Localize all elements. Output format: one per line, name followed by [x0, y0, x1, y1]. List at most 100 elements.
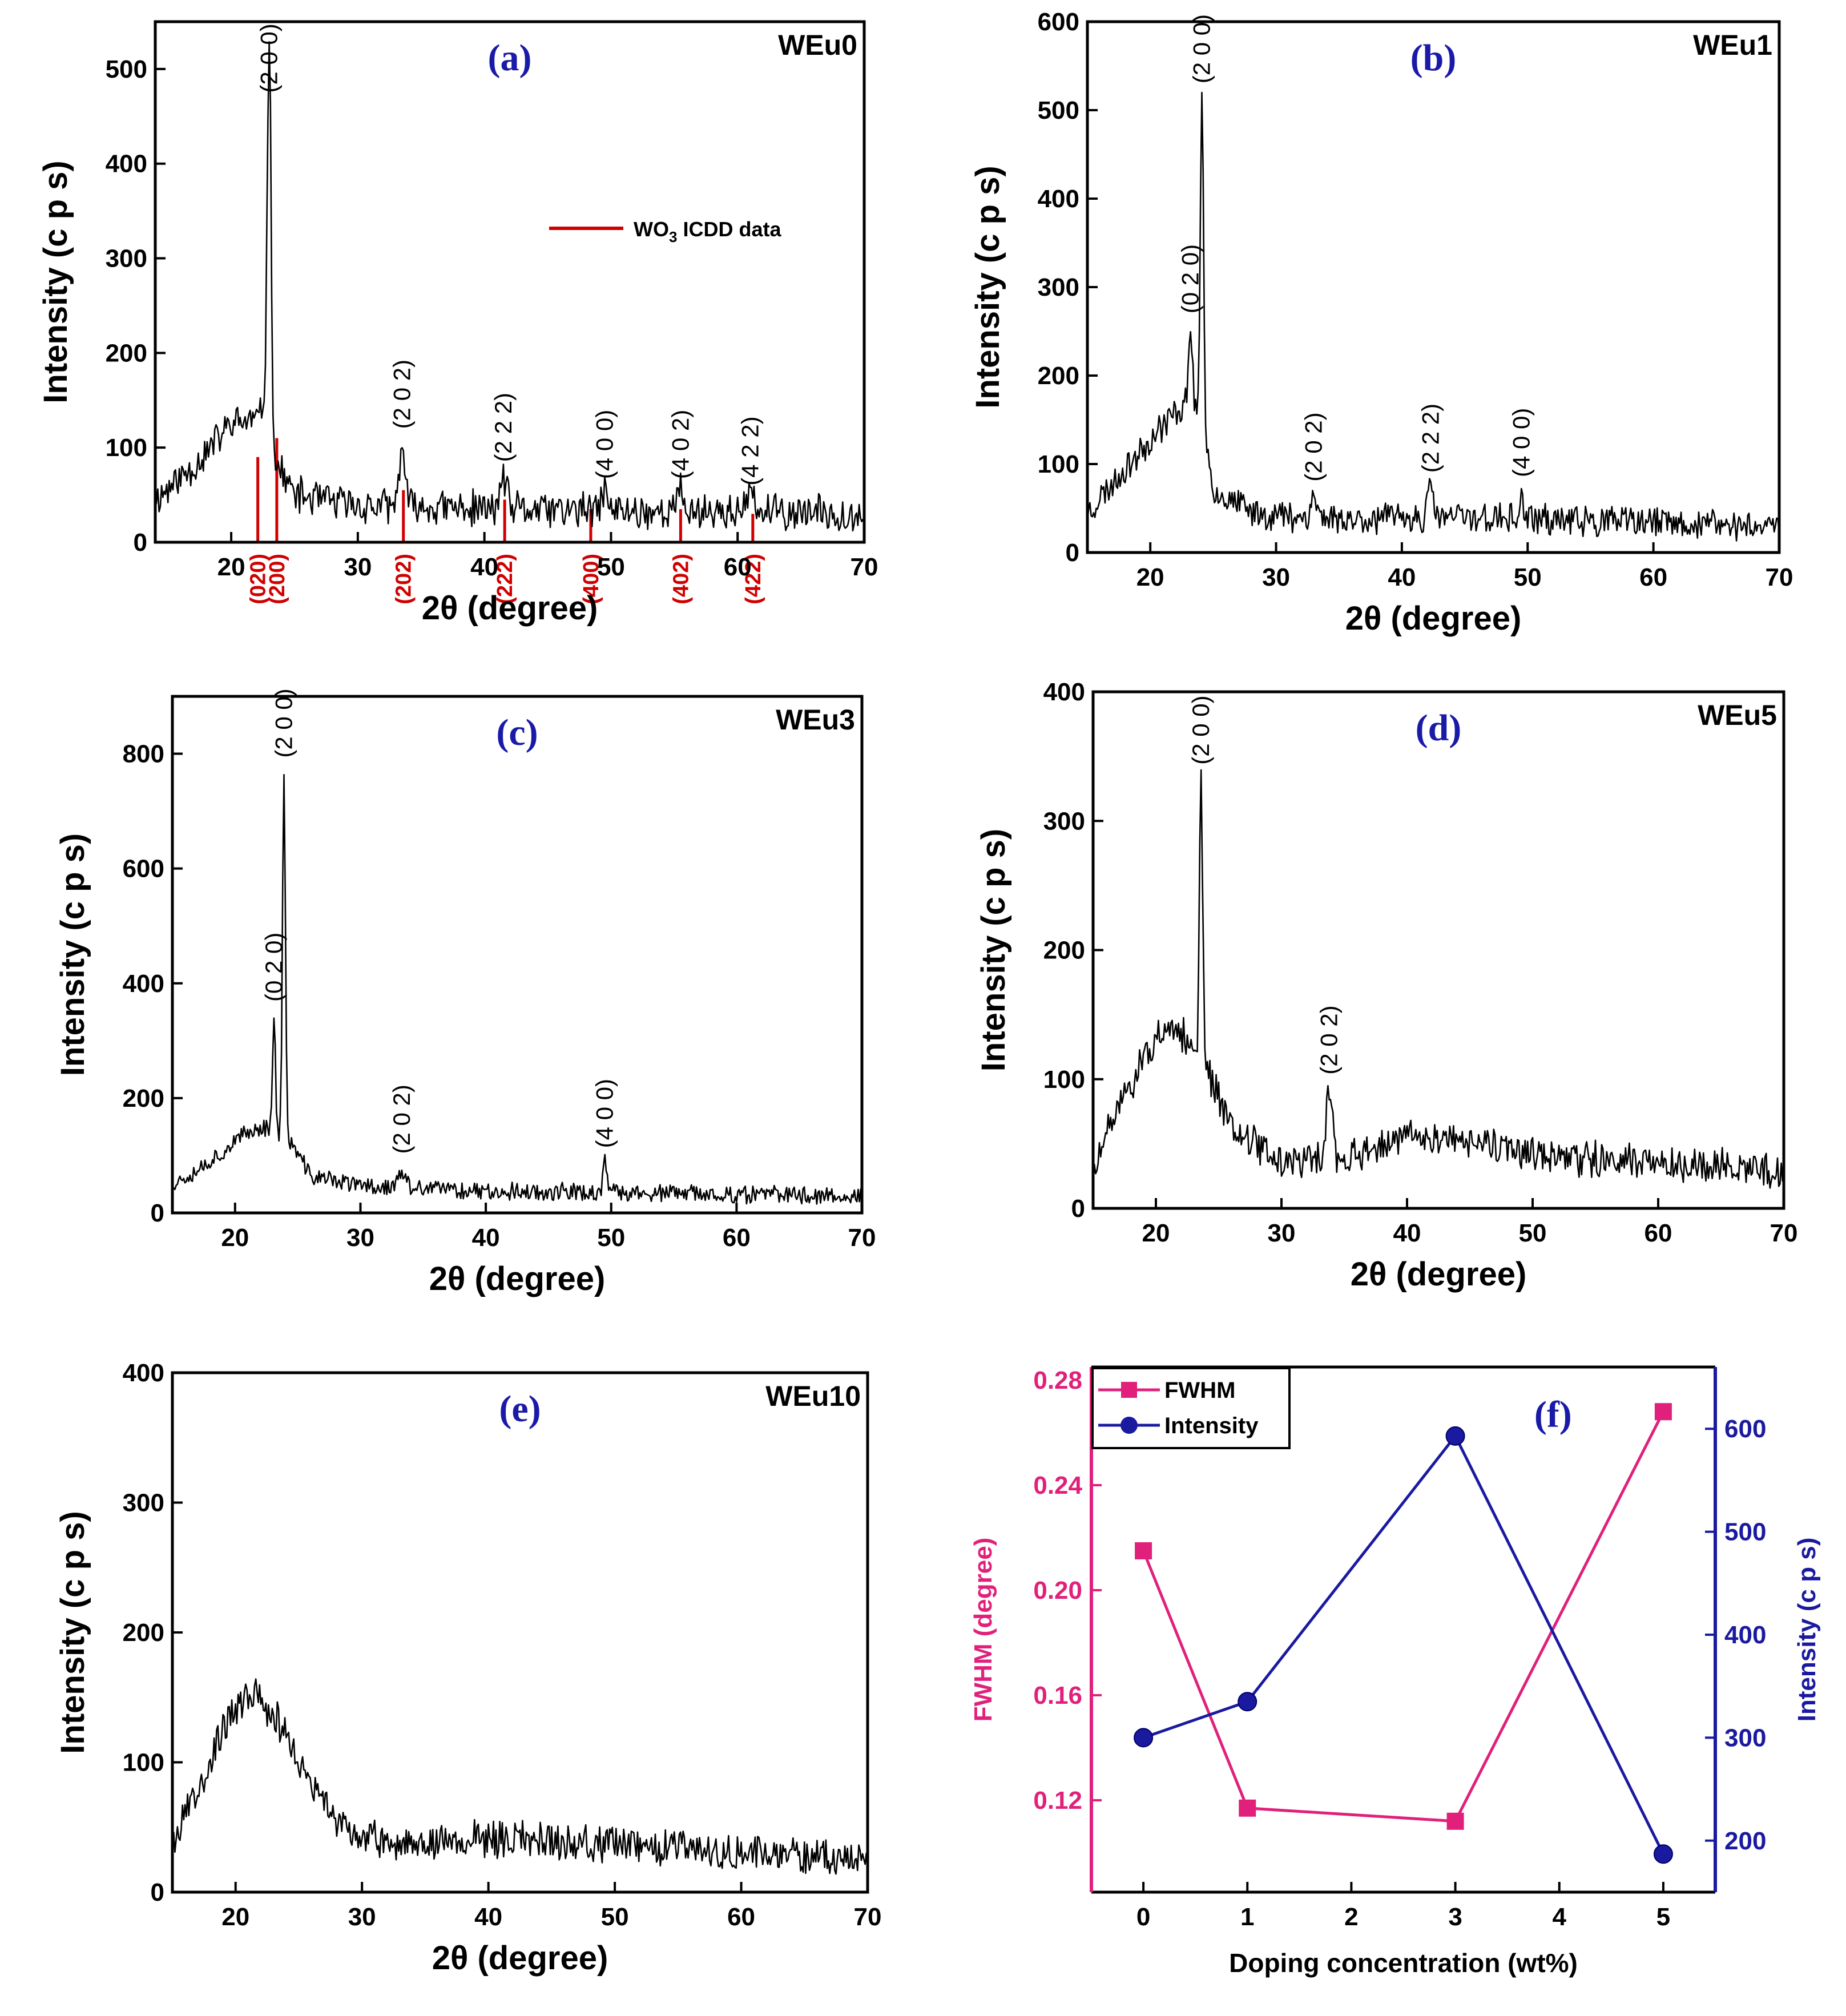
x-tick-label: 3: [1448, 1903, 1462, 1931]
peak-hkl-label: (2 0 0): [270, 688, 297, 757]
x-tick-label: 50: [597, 1224, 625, 1252]
x-tick-label: 5: [1656, 1903, 1670, 1931]
y-tick-label: 400: [123, 1359, 164, 1387]
x-tick-label: 60: [1639, 563, 1667, 591]
right-axis-title: Intensity (c p s): [1793, 1538, 1821, 1722]
sample-label: WEu5: [1698, 699, 1777, 731]
peak-hkl-label: (2 2 2): [1417, 404, 1444, 473]
icdd-legend-label: WO3 ICDD data: [634, 217, 781, 245]
legend: FWHM Intensity: [1091, 1367, 1291, 1449]
y-tick-label: 600: [123, 855, 164, 883]
xrd-pattern-line: [1092, 769, 1785, 1189]
xrd-pattern-line: [171, 1678, 868, 1875]
y-tick-label: 200: [106, 339, 147, 367]
y-axis-title: Intensity (c p s): [969, 166, 1006, 408]
x-axis-title: Doping concentration (wt%): [1229, 1948, 1578, 1978]
y-tick-label: 100: [1043, 1066, 1085, 1094]
x-tick-label: 60: [724, 553, 752, 581]
sample-label: WEu0: [778, 29, 857, 61]
y-tick-label: 300: [106, 245, 147, 273]
x-tick-label: 70: [848, 1224, 876, 1252]
y-axis-title: Intensity (c p s): [975, 829, 1012, 1071]
x-tick-label: 60: [727, 1903, 755, 1931]
legend-label: FWHM: [1164, 1378, 1235, 1403]
x-tick-label: 30: [348, 1903, 376, 1931]
peak-hkl-label: (2 2 2): [490, 393, 517, 462]
icdd-reference-lines: (020)(200) (202) (222) (400) (402) (422): [247, 438, 765, 604]
x-tick-label: 1: [1240, 1903, 1254, 1931]
peak-hkl-label: (2 0 2): [1316, 1005, 1343, 1074]
x-tick-label: 50: [1514, 563, 1542, 591]
panel-e: 20 30 40 50 60 70 0 100 200 300 400 2θ (degree) Inte…: [54, 1359, 881, 1977]
series-line-intensity: [1143, 1433, 1665, 1855]
x-axis-title: 2θ (degree): [429, 1260, 606, 1297]
y-tick-label: 400: [106, 150, 147, 178]
peak-hkl-label: (2 0 2): [1300, 412, 1327, 481]
intensity-point: [1445, 1426, 1465, 1446]
legend-box: [1091, 1367, 1291, 1449]
y-tick-label: 0: [1071, 1195, 1085, 1223]
intensity-point: [1134, 1728, 1154, 1748]
y-tick-label: 100: [1038, 450, 1079, 478]
x-tick-label: 20: [221, 1224, 249, 1252]
plot-frame-a: [154, 20, 866, 544]
legend-label: Intensity: [1164, 1413, 1259, 1438]
left-y-tick-label: 0.16: [1033, 1682, 1082, 1709]
panel-c: (2 0 0) (0 2 0) (2 0 2) (4 0 0) 20 30 40 50 60 70…: [54, 688, 876, 1297]
x-tick-label: 20: [1136, 563, 1164, 591]
x-tick-label: 70: [1766, 563, 1793, 591]
x-tick-label: 30: [1268, 1219, 1296, 1247]
x-tick-label: 50: [597, 553, 625, 581]
x-tick-label: 60: [723, 1224, 751, 1252]
icdd-hkl-label: (202): [392, 554, 416, 604]
y-tick-label: 200: [123, 1619, 164, 1647]
panel-d: (2 0 0) (2 0 2) 20 30 40 50 60 70 0 100 200 300 400 2…: [975, 678, 1797, 1293]
peak-hkl-label: (4 0 0): [1508, 408, 1534, 477]
peak-hkl-label: (0 2 0): [1177, 244, 1204, 313]
y-tick-label: 0: [151, 1878, 164, 1906]
icdd-hkl-label: (200): [265, 554, 289, 604]
y-tick-label: 0: [1066, 539, 1079, 567]
x-tick-label: 0: [1136, 1903, 1150, 1931]
x-tick-label: 2: [1344, 1903, 1358, 1931]
y-axis-title: Intensity (c p s): [37, 160, 74, 403]
left-axis-title: FWHM (degree): [969, 1538, 997, 1722]
xrd-pattern-line: [1086, 91, 1780, 542]
y-tick-label: 0: [134, 529, 147, 557]
x-tick-label: 40: [470, 553, 498, 581]
peak-hkl-label: (2 0 0): [1188, 14, 1215, 83]
intensity-point: [1653, 1844, 1673, 1864]
xrd-pattern-line: [154, 41, 865, 532]
y-tick-label: 200: [123, 1084, 164, 1112]
panel-label: (d): [1416, 707, 1462, 749]
left-y-tick-label: 0.20: [1033, 1576, 1082, 1604]
x-tick-label: 40: [1393, 1219, 1421, 1247]
left-y-tick-label: 0.12: [1033, 1787, 1082, 1815]
panel-f: 0 1 2 3 4 5 0.12 0.16 0.20 0.24 0.28 200 300 400 500 60…: [969, 1365, 1821, 1978]
x-tick-label: 50: [1519, 1219, 1547, 1247]
panel-label: (f): [1534, 1394, 1572, 1436]
panel-label: (a): [488, 37, 532, 79]
x-tick-label: 4: [1553, 1903, 1567, 1931]
x-axis-title: 2θ (degree): [432, 1940, 608, 1977]
icdd-hkl-label: (402): [669, 554, 693, 604]
peak-hkl-label: (2 0 0): [1187, 695, 1214, 764]
legend-marker: [1121, 1417, 1138, 1434]
x-axis-title: 2θ (degree): [1351, 1256, 1527, 1293]
y-tick-label: 500: [106, 55, 147, 83]
right-y-tick-label: 200: [1724, 1827, 1766, 1855]
y-axis-title: Intensity (c p s): [54, 833, 91, 1076]
x-tick-label: 50: [601, 1903, 629, 1931]
x-tick-label: 40: [472, 1224, 500, 1252]
x-tick-label: 40: [1388, 563, 1416, 591]
y-tick-label: 100: [123, 1749, 164, 1777]
peak-hkl-label: (4 0 0): [591, 1079, 618, 1148]
right-y-tick-label: 600: [1724, 1415, 1766, 1443]
peak-hkl-label: (4 2 2): [736, 416, 763, 485]
y-tick-label: 200: [1043, 937, 1085, 965]
y-tick-label: 0: [151, 1199, 164, 1227]
y-tick-label: 300: [1043, 807, 1085, 835]
x-tick-label: 20: [221, 1903, 249, 1931]
left-y-tick-label: 0.28: [1033, 1366, 1082, 1394]
right-y-tick-label: 500: [1724, 1518, 1766, 1546]
